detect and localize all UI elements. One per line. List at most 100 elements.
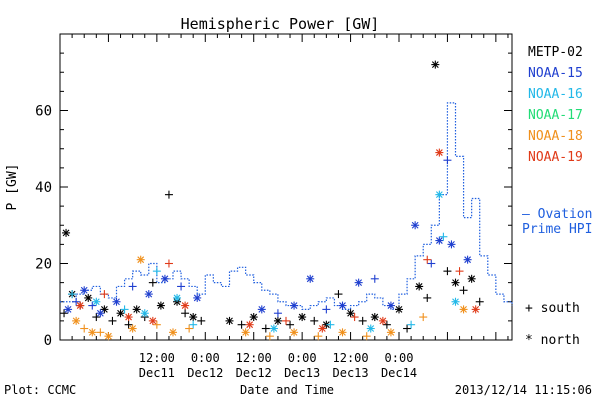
- data-point-noaa-15-south: [88, 301, 97, 310]
- chart-title: Hemispheric Power [GW]: [181, 15, 380, 33]
- data-point-noaa-19-north: [124, 313, 133, 322]
- data-point-noaa-15-south: [427, 259, 436, 268]
- y-axis-label: P [GW]: [5, 164, 20, 211]
- data-point-noaa-15-north: [112, 297, 121, 306]
- data-point-metp-02-south: [92, 313, 101, 322]
- data-point-metp-02-north: [156, 301, 165, 310]
- satellite-points: [60, 60, 484, 341]
- data-point-noaa-15-south: [177, 282, 186, 291]
- data-point-noaa-15-south: [128, 282, 137, 291]
- x-tick-label-time: 12:00: [236, 351, 272, 365]
- x-axis-label: Date and Time: [240, 383, 334, 397]
- data-point-noaa-15-north: [411, 221, 420, 230]
- data-point-metp-02-south: [286, 320, 295, 329]
- data-point-noaa-15-south: [322, 305, 331, 314]
- data-point-metp-02-south: [475, 297, 484, 306]
- data-point-noaa-18-south: [419, 313, 428, 322]
- data-point-metp-02-south: [148, 278, 157, 287]
- data-point-noaa-16-north: [173, 293, 182, 302]
- data-point-noaa-15-north: [354, 278, 363, 287]
- data-point-noaa-18-north: [104, 332, 113, 341]
- y-tick-label: 40: [35, 180, 52, 196]
- data-point-metp-02-south: [334, 290, 343, 299]
- data-point-metp-02-south: [124, 320, 133, 329]
- data-point-noaa-16-north: [140, 309, 149, 318]
- data-point-noaa-15-south: [273, 309, 282, 318]
- data-point-metp-02-north: [132, 305, 141, 314]
- data-point-metp-02-south: [423, 293, 432, 302]
- data-point-noaa-19-north: [148, 316, 157, 325]
- x-tick-label-date: Dec13: [333, 366, 369, 380]
- data-point-noaa-18-north: [88, 328, 97, 337]
- x-tick-label-date: Dec12: [187, 366, 223, 380]
- data-point-noaa-18-south: [152, 320, 161, 329]
- data-point-noaa-18-north: [459, 305, 468, 314]
- legend: METP-02 NOAA-15 NOAA-16 NOAA-17 NOAA-18 NOAA-…: [528, 45, 583, 165]
- data-point-noaa-19-south: [350, 313, 359, 322]
- data-point-noaa-16-north: [451, 297, 460, 306]
- data-point-noaa-19-north: [378, 316, 387, 325]
- data-point-noaa-18-north: [136, 255, 145, 264]
- legend-item-noaa-18: NOAA-18: [528, 129, 583, 144]
- data-point-noaa-16-south: [326, 320, 335, 329]
- data-point-metp-02-north: [451, 278, 460, 287]
- data-point-noaa-19-south: [455, 267, 464, 276]
- x-tick-label-date: Dec13: [284, 366, 320, 380]
- x-tick-label-date: Dec12: [236, 366, 272, 380]
- ovation-hpi-series: [60, 102, 513, 310]
- data-point-metp-02-south: [164, 190, 173, 199]
- legend-ovation-label-2: Prime HPI: [522, 222, 592, 237]
- footer-plot-credit: Plot: CCMC: [4, 383, 76, 397]
- data-point-noaa-15-north: [193, 293, 202, 302]
- data-point-noaa-18-south: [314, 332, 323, 341]
- ovation-hpi-line: [60, 102, 513, 310]
- data-point-noaa-15-north: [290, 301, 299, 310]
- data-point-metp-02-north: [370, 313, 379, 322]
- data-point-noaa-15-south: [443, 156, 452, 165]
- data-point-noaa-19-north: [181, 301, 190, 310]
- data-point-noaa-15-north: [96, 309, 105, 318]
- data-point-metp-02-north: [225, 316, 234, 325]
- data-point-metp-02-north: [415, 282, 424, 291]
- x-tick-label-time: 12:00: [333, 351, 369, 365]
- data-point-metp-02-north: [467, 274, 476, 283]
- data-point-noaa-16-north: [366, 324, 375, 333]
- legend-item-noaa-15: NOAA-15: [528, 66, 583, 81]
- data-point-noaa-19-south: [423, 255, 432, 264]
- data-point-metp-02-north: [62, 228, 71, 237]
- data-point-noaa-19-south: [164, 259, 173, 268]
- data-point-noaa-18-south: [265, 332, 274, 341]
- legend-item-noaa-16: NOAA-16: [528, 87, 583, 102]
- x-tick-label-time: 0:00: [288, 351, 317, 365]
- data-point-metp-02-south: [310, 316, 319, 325]
- y-axis: 0 20 40 60: [35, 33, 512, 349]
- data-point-metp-02-north: [100, 305, 109, 314]
- data-point-noaa-16-north: [435, 190, 444, 199]
- data-point-noaa-16-south: [407, 320, 416, 329]
- legend-marker-south: + south: [525, 301, 580, 316]
- x-tick-label-time: 12:00: [139, 351, 175, 365]
- data-point-noaa-19-north: [435, 148, 444, 157]
- data-point-noaa-15-north: [160, 274, 169, 283]
- y-tick-label: 20: [35, 257, 52, 273]
- data-point-noaa-19-north: [245, 320, 254, 329]
- data-point-noaa-18-north: [386, 328, 395, 337]
- y-tick-label: 60: [35, 104, 52, 120]
- data-point-noaa-15-north: [306, 274, 315, 283]
- footer-timestamp: 2013/12/14 11:15:06: [455, 383, 592, 397]
- plot-area-frame: [59, 33, 513, 341]
- data-point-metp-02-north: [395, 305, 403, 314]
- data-point-noaa-15-north: [257, 305, 266, 314]
- data-point-metp-02-north: [298, 313, 307, 322]
- data-point-metp-02-south: [443, 267, 452, 276]
- data-point-noaa-15-south: [370, 274, 379, 283]
- data-point-noaa-16-south: [68, 290, 77, 299]
- data-point-noaa-18-north: [290, 328, 299, 337]
- x-axis: 12:00Dec110:00Dec1212:00Dec120:00Dec1312…: [59, 34, 509, 380]
- data-point-metp-02-south: [358, 316, 367, 325]
- data-point-metp-02-south: [60, 309, 69, 318]
- data-point-noaa-19-south: [100, 290, 109, 299]
- data-point-noaa-18-south: [80, 324, 89, 333]
- data-point-metp-02-south: [382, 320, 391, 329]
- data-point-metp-02-north: [249, 313, 258, 322]
